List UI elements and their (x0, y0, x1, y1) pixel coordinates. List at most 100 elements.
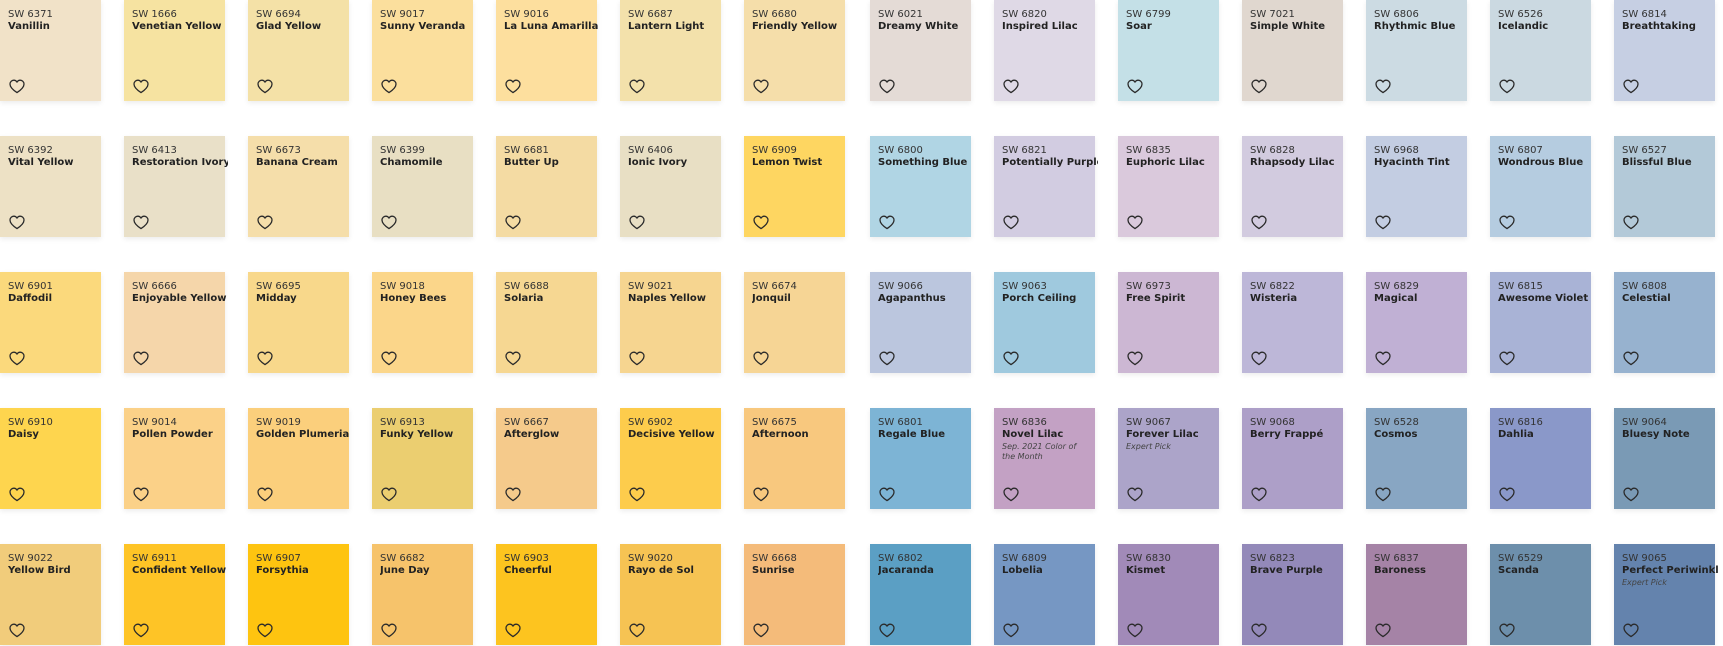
heart-outline-icon[interactable] (9, 215, 25, 230)
color-chip[interactable]: SW 6968 Hyacinth Tint (1366, 136, 1467, 237)
heart-outline-icon[interactable] (9, 487, 25, 502)
heart-outline-icon[interactable] (753, 215, 769, 230)
color-chip[interactable]: SW 6687 Lantern Light (620, 0, 721, 101)
color-chip[interactable]: SW 6021 Dreamy White (870, 0, 971, 101)
color-chip[interactable]: SW 6901 Daffodil (0, 272, 101, 373)
color-chip[interactable]: SW 6413 Restoration Ivory (124, 136, 228, 237)
color-chip[interactable]: SW 9019 Golden Plumeria (248, 408, 349, 509)
heart-outline-icon[interactable] (1251, 351, 1267, 366)
color-chip[interactable]: SW 9020 Rayo de Sol (620, 544, 721, 645)
color-chip[interactable]: SW 6695 Midday (248, 272, 349, 373)
heart-outline-icon[interactable] (257, 487, 273, 502)
color-chip[interactable]: SW 6667 Afterglow (496, 408, 597, 509)
heart-outline-icon[interactable] (133, 215, 149, 230)
color-chip[interactable]: SW 6674 Jonquil (744, 272, 845, 373)
color-chip[interactable]: SW 9017 Sunny Veranda (372, 0, 473, 101)
heart-outline-icon[interactable] (9, 623, 25, 638)
heart-outline-icon[interactable] (1499, 623, 1515, 638)
color-chip[interactable]: SW 6675 Afternoon (744, 408, 845, 509)
color-chip[interactable]: SW 6806 Rhythmic Blue (1366, 0, 1467, 101)
color-chip[interactable]: SW 9067 Forever Lilac Expert Pick (1118, 408, 1219, 509)
color-chip[interactable]: SW 6681 Butter Up (496, 136, 597, 237)
heart-outline-icon[interactable] (629, 487, 645, 502)
heart-outline-icon[interactable] (381, 215, 397, 230)
color-chip[interactable]: SW 6815 Awesome Violet (1490, 272, 1591, 373)
heart-outline-icon[interactable] (1127, 351, 1143, 366)
color-chip[interactable]: SW 6814 Breathtaking (1614, 0, 1715, 101)
heart-outline-icon[interactable] (381, 351, 397, 366)
color-chip[interactable]: SW 6973 Free Spirit (1118, 272, 1219, 373)
color-chip[interactable]: SW 1666 Venetian Yellow (124, 0, 225, 101)
heart-outline-icon[interactable] (1375, 351, 1391, 366)
color-chip[interactable]: SW 6913 Funky Yellow (372, 408, 473, 509)
heart-outline-icon[interactable] (1375, 487, 1391, 502)
color-chip[interactable]: SW 6802 Jacaranda (870, 544, 971, 645)
heart-outline-icon[interactable] (257, 623, 273, 638)
color-chip[interactable]: SW 9016 La Luna Amarilla (496, 0, 598, 101)
color-chip[interactable]: SW 6822 Wisteria (1242, 272, 1343, 373)
heart-outline-icon[interactable] (133, 623, 149, 638)
color-chip[interactable]: SW 6836 Novel Lilac Sep. 2021 Color of the… (994, 408, 1095, 509)
color-chip[interactable]: SW 6820 Inspired Lilac (994, 0, 1095, 101)
color-chip[interactable]: SW 9065 Perfect Periwinkle Expert Pick (1614, 544, 1718, 645)
color-chip[interactable]: SW 9018 Honey Bees (372, 272, 473, 373)
heart-outline-icon[interactable] (9, 79, 25, 94)
color-chip[interactable]: SW 6911 Confident Yellow (124, 544, 226, 645)
heart-outline-icon[interactable] (753, 623, 769, 638)
heart-outline-icon[interactable] (1003, 215, 1019, 230)
heart-outline-icon[interactable] (629, 79, 645, 94)
heart-outline-icon[interactable] (505, 79, 521, 94)
heart-outline-icon[interactable] (133, 79, 149, 94)
heart-outline-icon[interactable] (629, 623, 645, 638)
heart-outline-icon[interactable] (505, 351, 521, 366)
heart-outline-icon[interactable] (629, 351, 645, 366)
color-chip[interactable]: SW 9066 Agapanthus (870, 272, 971, 373)
heart-outline-icon[interactable] (1251, 623, 1267, 638)
color-chip[interactable]: SW 6799 Soar (1118, 0, 1219, 101)
color-chip[interactable]: SW 6528 Cosmos (1366, 408, 1467, 509)
color-chip[interactable]: SW 6902 Decisive Yellow (620, 408, 721, 509)
color-chip[interactable]: SW 6800 Something Blue (870, 136, 971, 237)
heart-outline-icon[interactable] (1623, 215, 1639, 230)
color-chip[interactable]: SW 6909 Lemon Twist (744, 136, 845, 237)
color-chip[interactable]: SW 6680 Friendly Yellow (744, 0, 845, 101)
heart-outline-icon[interactable] (1499, 487, 1515, 502)
color-chip[interactable]: SW 6801 Regale Blue (870, 408, 971, 509)
color-chip[interactable]: SW 6668 Sunrise (744, 544, 845, 645)
color-chip[interactable]: SW 6673 Banana Cream (248, 136, 349, 237)
heart-outline-icon[interactable] (879, 351, 895, 366)
color-chip[interactable]: SW 6682 June Day (372, 544, 473, 645)
heart-outline-icon[interactable] (381, 79, 397, 94)
heart-outline-icon[interactable] (505, 215, 521, 230)
heart-outline-icon[interactable] (1003, 623, 1019, 638)
heart-outline-icon[interactable] (1623, 79, 1639, 94)
color-chip[interactable]: SW 9014 Pollen Powder (124, 408, 225, 509)
heart-outline-icon[interactable] (1375, 623, 1391, 638)
color-chip[interactable]: SW 6808 Celestial (1614, 272, 1715, 373)
color-chip[interactable]: SW 6830 Kismet (1118, 544, 1219, 645)
heart-outline-icon[interactable] (133, 487, 149, 502)
color-chip[interactable]: SW 9063 Porch Ceiling (994, 272, 1095, 373)
color-chip[interactable]: SW 6694 Glad Yellow (248, 0, 349, 101)
color-chip[interactable]: SW 6829 Magical (1366, 272, 1467, 373)
heart-outline-icon[interactable] (1623, 487, 1639, 502)
color-chip[interactable]: SW 6392 Vital Yellow (0, 136, 101, 237)
color-chip[interactable]: SW 6835 Euphoric Lilac (1118, 136, 1219, 237)
color-chip[interactable]: SW 6406 Ionic Ivory (620, 136, 721, 237)
color-chip[interactable]: SW 6371 Vanillin (0, 0, 101, 101)
heart-outline-icon[interactable] (257, 215, 273, 230)
heart-outline-icon[interactable] (1375, 215, 1391, 230)
heart-outline-icon[interactable] (879, 79, 895, 94)
heart-outline-icon[interactable] (381, 487, 397, 502)
color-chip[interactable]: SW 6828 Rhapsody Lilac (1242, 136, 1343, 237)
heart-outline-icon[interactable] (629, 215, 645, 230)
heart-outline-icon[interactable] (1127, 215, 1143, 230)
color-chip[interactable]: SW 6821 Potentially Purple (994, 136, 1098, 237)
color-chip[interactable]: SW 6666 Enjoyable Yellow (124, 272, 226, 373)
heart-outline-icon[interactable] (257, 79, 273, 94)
heart-outline-icon[interactable] (505, 623, 521, 638)
heart-outline-icon[interactable] (1623, 623, 1639, 638)
heart-outline-icon[interactable] (1003, 79, 1019, 94)
heart-outline-icon[interactable] (879, 623, 895, 638)
color-chip[interactable]: SW 6399 Chamomile (372, 136, 473, 237)
